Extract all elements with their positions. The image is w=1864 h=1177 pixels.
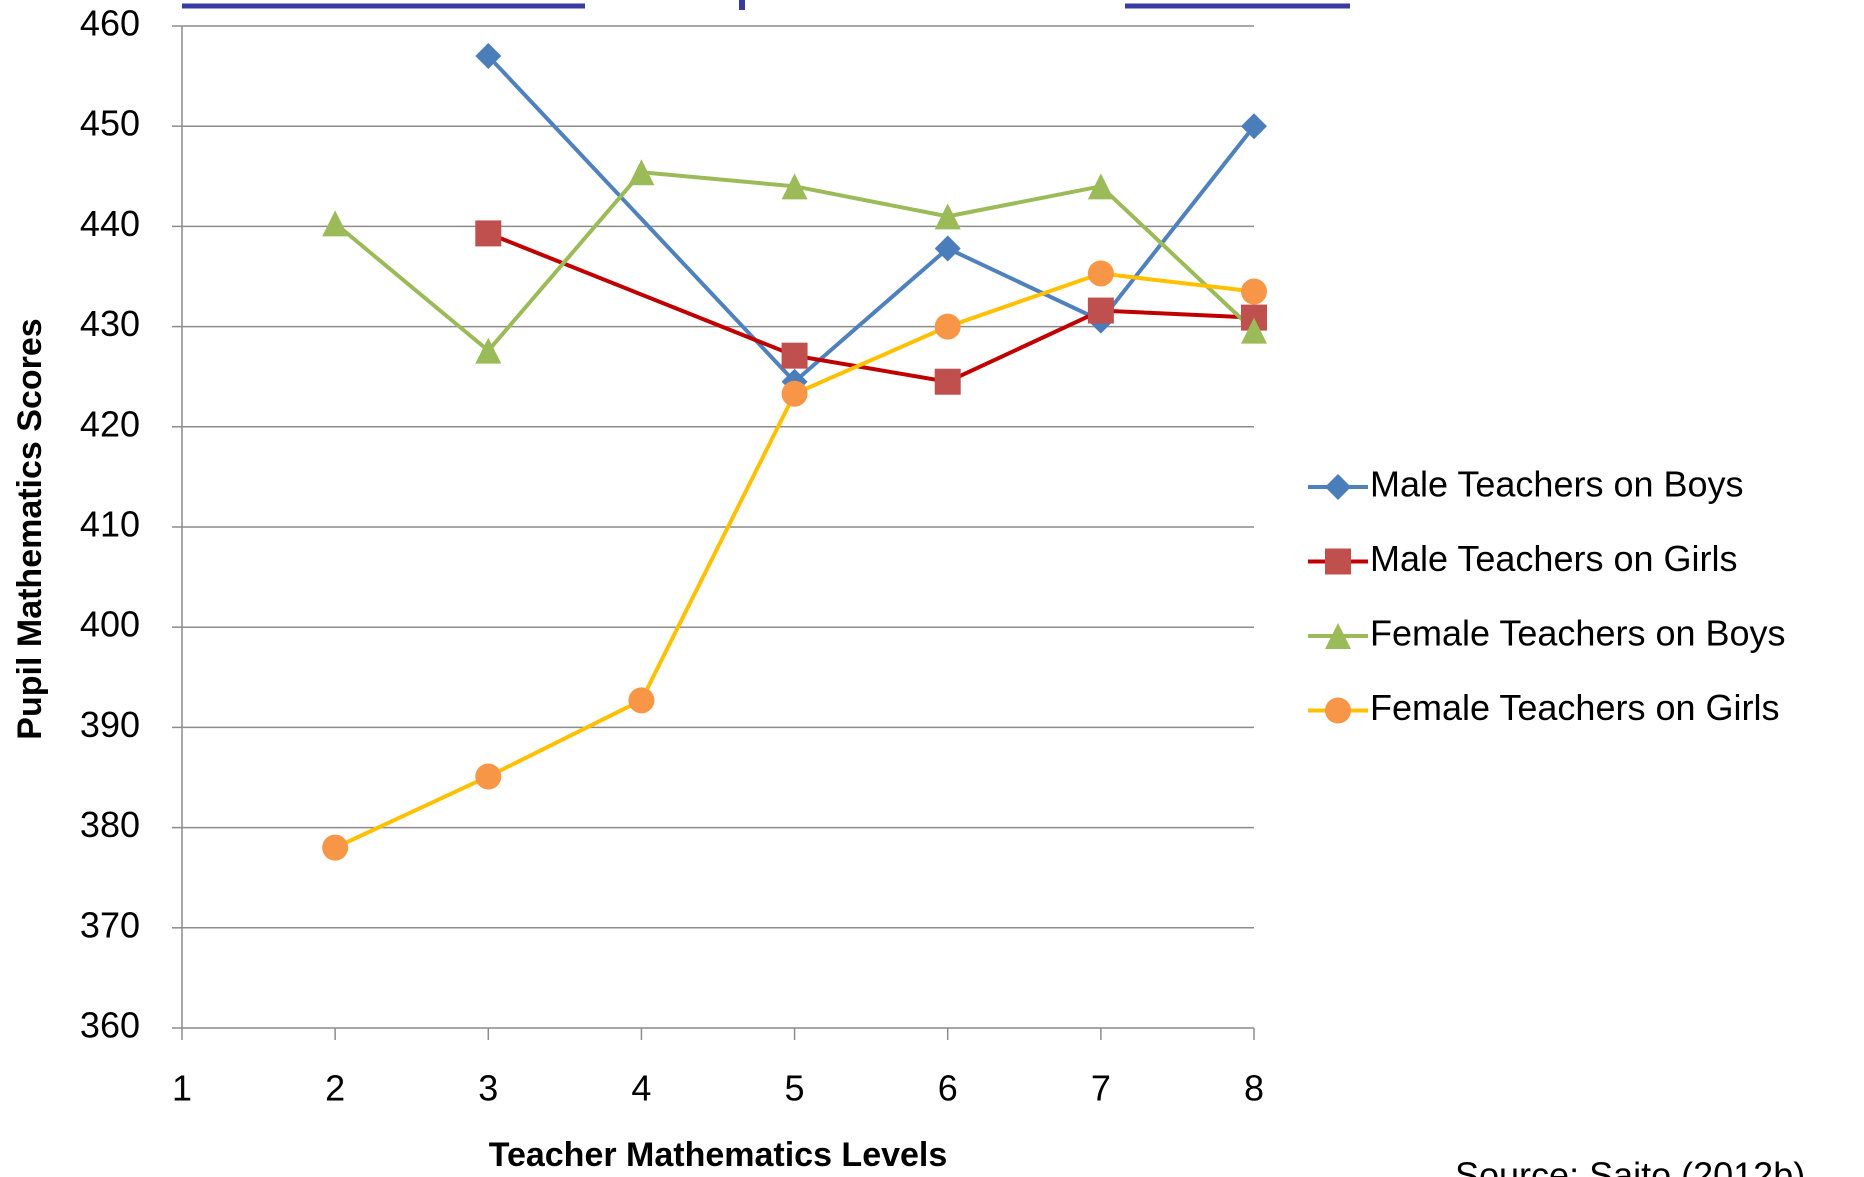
x-tick-label: 4 xyxy=(631,1068,651,1109)
point xyxy=(628,687,655,714)
y-tick-label: 410 xyxy=(80,504,140,545)
legend-marker xyxy=(1325,697,1351,724)
point xyxy=(781,173,808,200)
point xyxy=(934,235,961,262)
x-tick-label: 2 xyxy=(325,1068,345,1109)
point xyxy=(475,337,502,364)
y-tick-label: 460 xyxy=(80,3,140,44)
point xyxy=(1241,278,1267,305)
point xyxy=(1087,297,1114,324)
point xyxy=(934,203,961,230)
x-tick-label: 5 xyxy=(785,1068,805,1109)
x-tick-label: 1 xyxy=(172,1068,192,1109)
point xyxy=(628,159,655,186)
legend-label: Male Teachers on Girls xyxy=(1370,538,1738,579)
legend-marker xyxy=(1325,623,1351,649)
y-tick-label: 400 xyxy=(80,604,140,645)
legend-label: Male Teachers on Boys xyxy=(1370,464,1744,505)
point xyxy=(322,834,349,861)
y-tick-label: 450 xyxy=(80,103,140,144)
y-tick-label: 360 xyxy=(80,1005,140,1046)
y-tick-label: 390 xyxy=(80,704,140,745)
source-note: Source: Saito (2012b) xyxy=(1455,1155,1805,1177)
y-tick-label: 380 xyxy=(80,804,140,845)
point xyxy=(1087,260,1114,287)
point xyxy=(475,763,502,790)
legend-marker xyxy=(1325,474,1351,500)
point xyxy=(475,220,502,247)
x-axis-title: Teacher Mathematics Levels xyxy=(489,1136,948,1174)
point xyxy=(934,313,961,340)
point xyxy=(475,43,502,70)
y-tick-label: 430 xyxy=(80,303,140,344)
y-tick-label: 420 xyxy=(80,403,140,444)
point xyxy=(781,342,808,369)
y-tick-label: 440 xyxy=(80,203,140,244)
point xyxy=(781,380,808,407)
point xyxy=(1087,173,1114,200)
y-axis-title: Pupil Mathematics Scores xyxy=(11,318,49,739)
point xyxy=(322,210,349,237)
point xyxy=(934,368,961,395)
legend-marker xyxy=(1325,548,1351,575)
point xyxy=(1241,113,1267,140)
x-tick-label: 7 xyxy=(1091,1068,1111,1109)
legend-label: Female Teachers on Boys xyxy=(1370,613,1786,654)
point xyxy=(1241,317,1267,344)
x-tick-label: 6 xyxy=(938,1068,958,1109)
x-tick-label: 3 xyxy=(478,1068,498,1109)
y-tick-label: 370 xyxy=(80,904,140,945)
legend-label: Female Teachers on Girls xyxy=(1370,687,1780,728)
x-tick-label: 8 xyxy=(1244,1068,1264,1109)
